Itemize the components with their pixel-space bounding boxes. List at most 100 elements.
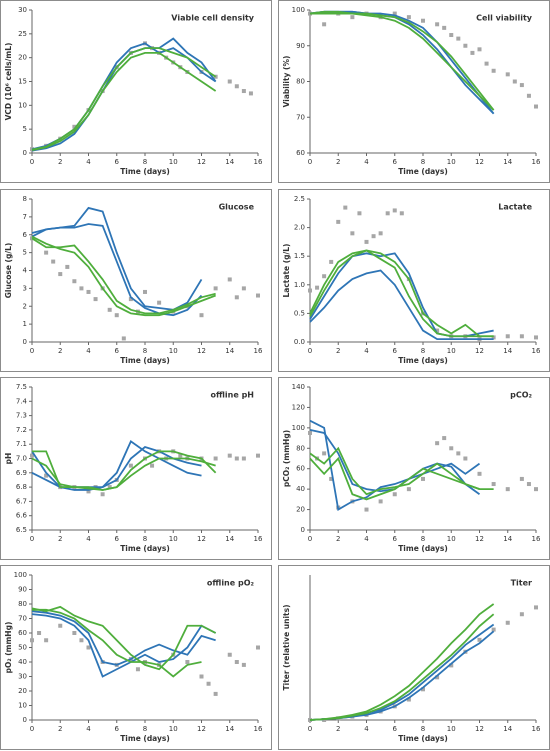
data-point [135,667,140,672]
y-tick-label: 40 [18,658,27,666]
data-point [392,492,397,497]
chart-title: pCO₂ [510,391,532,400]
y-tick-label: 40 [296,485,305,493]
data-point [121,336,126,341]
chart-title: offline pO₂ [207,579,255,588]
data-point [227,652,232,657]
data-line [310,12,495,111]
y-tick-label: 0.0 [294,338,305,346]
y-tick-label: 15 [18,78,27,86]
x-tick-label: 0 [30,158,34,166]
x-axis-label: Time (days) [398,544,448,553]
y-tick-label: 7.2 [16,426,27,434]
data-point [329,476,334,481]
data-point [322,22,327,27]
data-point [128,297,133,302]
chart-title: Cell viability [476,14,533,23]
data-line [31,237,216,315]
data-point [107,307,112,312]
data-point [213,691,218,696]
data-point [86,489,91,494]
data-point [100,492,105,497]
data-point [435,675,440,680]
data-line [31,613,217,678]
x-tick-label: 10 [447,535,456,543]
data-point [484,61,489,66]
data-point [392,208,397,213]
data-point [435,441,440,446]
data-point [449,33,454,38]
data-point [93,297,98,302]
data-point [477,471,482,476]
y-tick-label: 1 [23,320,27,328]
data-point [256,645,260,650]
data-point [241,286,246,291]
data-point [241,456,246,461]
x-tick-label: 4 [364,347,369,355]
y-tick-label: 3 [23,284,27,292]
x-axis-label: Time (days) [120,734,170,743]
x-tick-label: 0 [308,347,312,355]
x-tick-label: 12 [197,535,206,543]
x-axis-label: Time (days) [398,356,448,365]
y-axis-label: pCO₂ (mmHg) [282,430,291,487]
data-point [234,456,239,461]
data-point [449,446,454,451]
y-tick-label: 80 [18,600,27,608]
x-tick-label: 12 [475,725,484,733]
data-point [213,456,218,461]
data-line [31,52,217,152]
data-line [309,613,495,721]
y-axis-label: Titer (relative units) [282,605,291,691]
data-line [309,623,495,721]
y-tick-label: 6.9 [16,469,27,477]
x-tick-label: 4 [86,725,91,733]
x-tick-label: 12 [197,725,206,733]
data-point [399,211,404,216]
x-tick-label: 0 [308,158,312,166]
data-point [308,430,312,435]
data-point [227,453,232,458]
data-line [309,249,494,338]
data-point [512,79,517,84]
data-line [309,10,495,115]
data-point [256,293,260,298]
data-point [491,627,496,632]
data-point [435,328,440,333]
y-tick-label: 0 [23,149,27,157]
y-tick-label: 7.4 [16,397,28,405]
y-tick-label: 20 [18,54,27,62]
panel-border [278,565,550,750]
y-tick-label: 1.5 [294,252,305,260]
data-point [526,93,531,98]
data-point [449,663,454,668]
y-tick-label: 140 [292,383,305,391]
panel-border [0,0,272,183]
y-tick-label: 6 [23,231,28,239]
y-tick-label: 30 [18,673,27,681]
x-tick-label: 16 [532,725,541,733]
data-point [308,288,312,293]
x-tick-label: 4 [86,535,91,543]
data-point [505,72,510,77]
x-tick-label: 16 [532,158,541,166]
data-point [157,300,162,305]
x-tick-label: 12 [475,158,484,166]
data-line [32,608,202,678]
x-tick-label: 14 [503,347,512,355]
x-tick-label: 0 [30,535,34,543]
data-point [534,487,538,492]
x-tick-label: 4 [86,347,91,355]
data-point [343,205,348,210]
x-tick-label: 8 [421,725,425,733]
y-tick-label: 0 [23,338,27,346]
data-point [256,453,260,458]
data-point [65,264,70,269]
data-point [371,234,376,239]
x-tick-label: 10 [447,725,456,733]
data-point [336,219,341,224]
x-tick-label: 0 [308,535,312,543]
y-tick-label: 50 [18,644,27,652]
x-tick-label: 2 [58,535,62,543]
